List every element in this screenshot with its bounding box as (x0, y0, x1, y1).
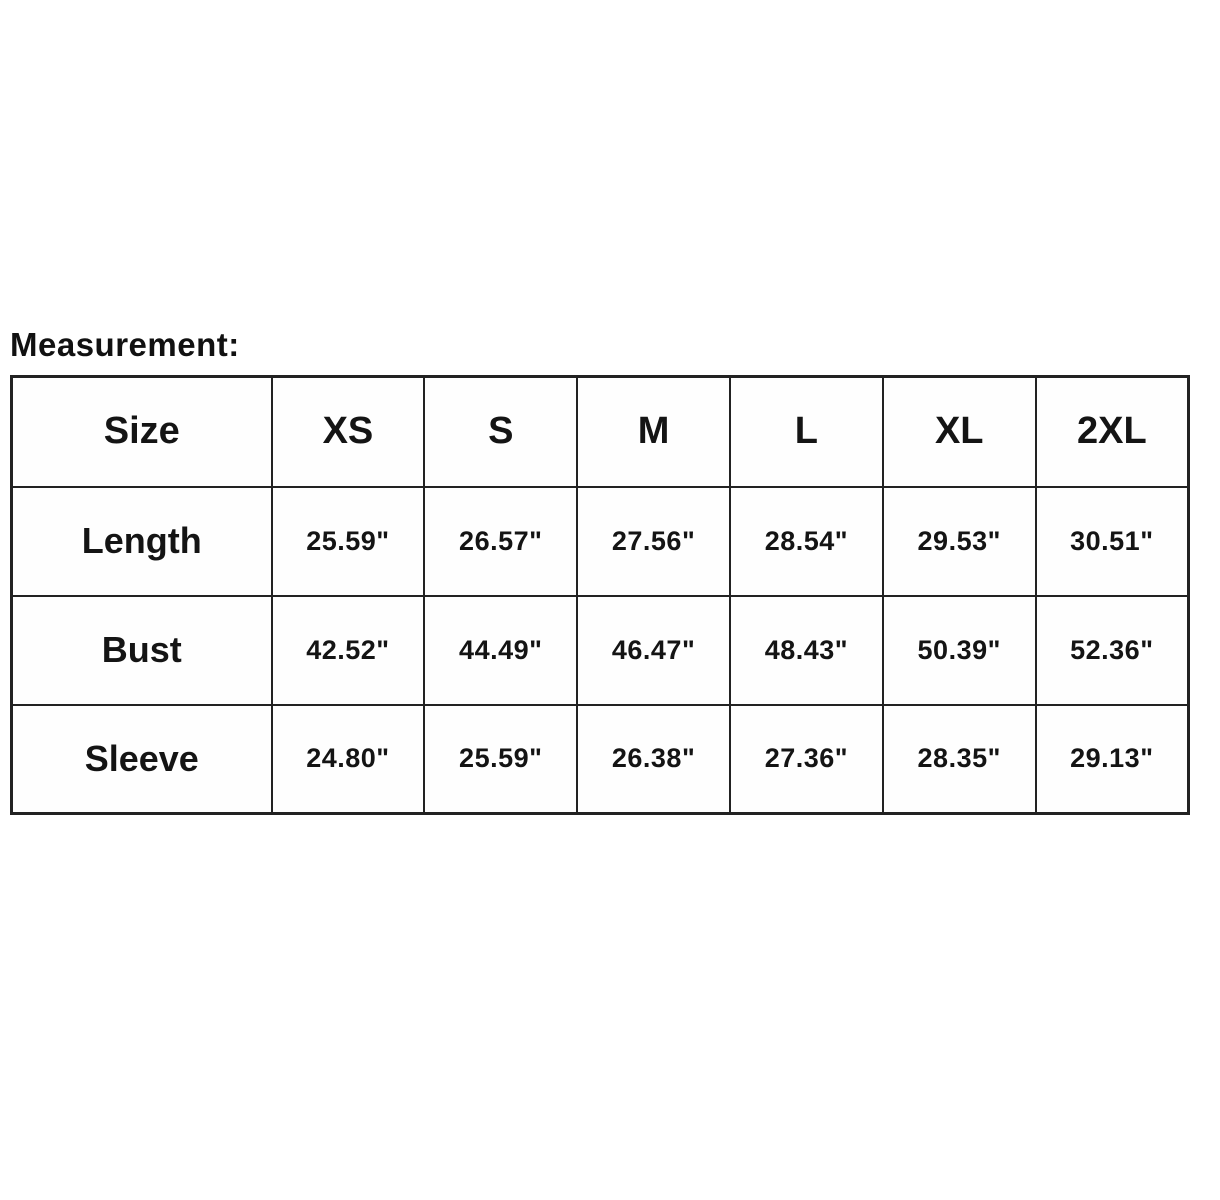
cell-bust-xl: 50.39" (881, 594, 1037, 706)
table-header-row: Size XS S M L XL 2XL (10, 375, 1190, 488)
cell-sleeve-l: 27.36" (728, 703, 884, 815)
cell-length-s: 26.57" (423, 485, 579, 597)
cell-sleeve-m: 26.38" (576, 703, 731, 815)
cell-bust-l: 48.43" (728, 594, 884, 706)
row-label-sleeve: Sleeve (10, 703, 273, 815)
size-chart-table: Size XS S M L XL 2XL Length 25.59" 26.57… (10, 375, 1190, 815)
cell-sleeve-s: 25.59" (423, 703, 579, 815)
cell-sleeve-2xl: 29.13" (1034, 703, 1190, 815)
cell-sleeve-xs: 24.80" (270, 703, 426, 815)
cell-length-xl: 29.53" (881, 485, 1037, 597)
table-row-sleeve: Sleeve 24.80" 25.59" 26.38" 27.36" 28.35… (10, 703, 1190, 815)
header-cell-2xl: 2XL (1034, 375, 1190, 488)
cell-bust-xs: 42.52" (270, 594, 426, 706)
cell-length-2xl: 30.51" (1034, 485, 1190, 597)
cell-length-l: 28.54" (728, 485, 884, 597)
cell-bust-m: 46.47" (576, 594, 731, 706)
table-row-bust: Bust 42.52" 44.49" 46.47" 48.43" 50.39" … (10, 594, 1190, 706)
header-cell-l: L (728, 375, 884, 488)
cell-bust-2xl: 52.36" (1034, 594, 1190, 706)
measurement-title: Measurement: (10, 326, 240, 363)
cell-bust-s: 44.49" (423, 594, 579, 706)
cell-length-xs: 25.59" (270, 485, 426, 597)
row-label-bust: Bust (10, 594, 273, 706)
table-row-length: Length 25.59" 26.57" 27.56" 28.54" 29.53… (10, 485, 1190, 597)
header-cell-xs: XS (270, 375, 426, 488)
cell-length-m: 27.56" (576, 485, 731, 597)
cell-sleeve-xl: 28.35" (881, 703, 1037, 815)
header-cell-xl: XL (881, 375, 1037, 488)
row-label-length: Length (10, 485, 273, 597)
header-cell-s: S (423, 375, 579, 488)
header-cell-m: M (576, 375, 731, 488)
header-cell-size: Size (10, 375, 273, 488)
